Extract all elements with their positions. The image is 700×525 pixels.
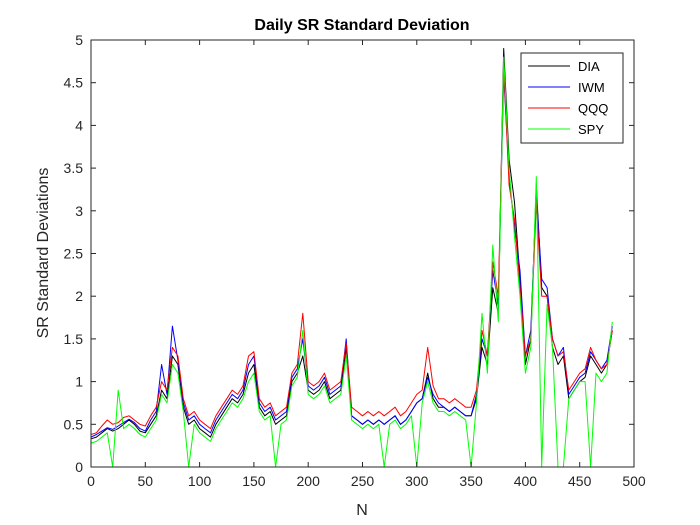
legend-items: DIA IWM QQQ SPY (528, 59, 608, 137)
series-layer (90, 48, 613, 468)
x-tick-label: 300 (405, 473, 429, 489)
series-line-qqq (90, 65, 613, 435)
y-tick-label: 3.5 (64, 160, 84, 176)
y-tick-label: 2 (75, 288, 83, 304)
legend-label-qqq: QQQ (578, 101, 608, 116)
y-tick-label: 4.5 (64, 75, 84, 91)
chart-title: Daily SR Standard Deviation (254, 17, 469, 34)
x-tick-label: 450 (568, 473, 592, 489)
x-tick-label: 50 (138, 473, 154, 489)
y-tick-label: 1.5 (64, 331, 84, 347)
y-tick-label: 0 (75, 459, 83, 475)
x-tick-label: 250 (351, 473, 375, 489)
y-tick-label: 1 (75, 374, 83, 390)
legend: DIA IWM QQQ SPY (520, 52, 624, 144)
x-tick-label: 400 (514, 473, 538, 489)
x-tick-label: 350 (459, 473, 483, 489)
x-tick-label: 100 (188, 473, 212, 489)
x-tick-label: 500 (622, 473, 646, 489)
x-axis-label: N (356, 502, 368, 519)
x-tick-label: 0 (87, 473, 95, 489)
y-tick-label: 0.5 (64, 416, 84, 432)
legend-box (520, 52, 624, 144)
y-axis-label: SR Standard Deviations (35, 168, 52, 339)
x-tick-label: 150 (242, 473, 266, 489)
legend-label-iwm: IWM (578, 80, 605, 95)
y-axis-ticks: 0 0.5 1 1.5 2 2.5 3 3.5 4 4.5 5 (64, 32, 634, 475)
y-tick-label: 2.5 (64, 246, 84, 262)
series-line-spy (90, 56, 613, 468)
legend-label-dia: DIA (578, 59, 600, 74)
y-tick-label: 4 (75, 117, 83, 133)
x-tick-label: 200 (297, 473, 321, 489)
x-axis-ticks: 0 50 100 150 200 250 300 350 400 450 500 (87, 40, 646, 489)
y-tick-label: 5 (75, 32, 83, 48)
legend-label-spy: SPY (578, 122, 604, 137)
y-tick-label: 3 (75, 203, 83, 219)
